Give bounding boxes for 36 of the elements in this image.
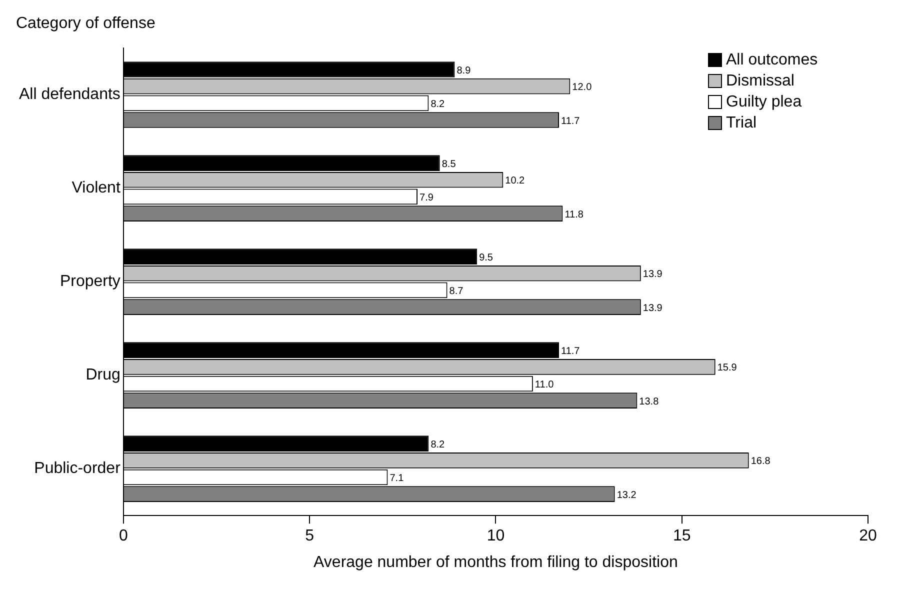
data-label: 13.9	[642, 269, 663, 280]
data-label: 8.5	[442, 158, 456, 170]
legend-label: All outcomes	[726, 51, 818, 68]
x-tick-label: 10	[486, 528, 505, 545]
x-tick-label: 5	[305, 528, 314, 545]
data-label: 10.2	[505, 176, 526, 187]
data-label: 15.9	[717, 362, 738, 374]
y-tick-label: Property	[60, 273, 120, 290]
y-axis-title: Category of offense	[16, 15, 156, 32]
data-label: 13.2	[616, 490, 637, 501]
data-label: 9.5	[479, 252, 494, 264]
y-tick-label: Public-order	[34, 460, 122, 478]
data-label: 8.9	[456, 65, 472, 76]
x-tick-label: 0	[118, 528, 128, 545]
x-axis-title: Average number of months from filing to disposition	[314, 554, 678, 571]
data-label: 11.8	[564, 209, 584, 220]
legend-label: Dismissal	[726, 72, 794, 90]
data-label: 12.0	[572, 82, 592, 94]
legend-label: Guilty plea	[726, 93, 802, 110]
legend-label: Trial	[726, 114, 757, 132]
data-label: 8.2	[430, 439, 446, 450]
y-tick-label: All defendants	[19, 86, 120, 104]
data-label: 8.2	[430, 98, 446, 110]
y-tick-label: Drug	[86, 366, 120, 384]
data-label: 13.8	[639, 396, 660, 408]
data-label: 8.7	[449, 286, 464, 297]
data-label: 7.9	[420, 192, 434, 204]
x-tick-label: 20	[859, 528, 877, 545]
data-label: 11.7	[560, 346, 580, 357]
data-label: 11.7	[560, 116, 580, 127]
data-label: 13.9	[642, 302, 663, 314]
data-label: 16.8	[750, 456, 771, 468]
data-label: 7.1	[390, 473, 404, 484]
x-tick-label: 15	[672, 528, 691, 545]
data-label: 11.0	[534, 379, 554, 390]
y-tick-label: Violent	[72, 180, 121, 197]
